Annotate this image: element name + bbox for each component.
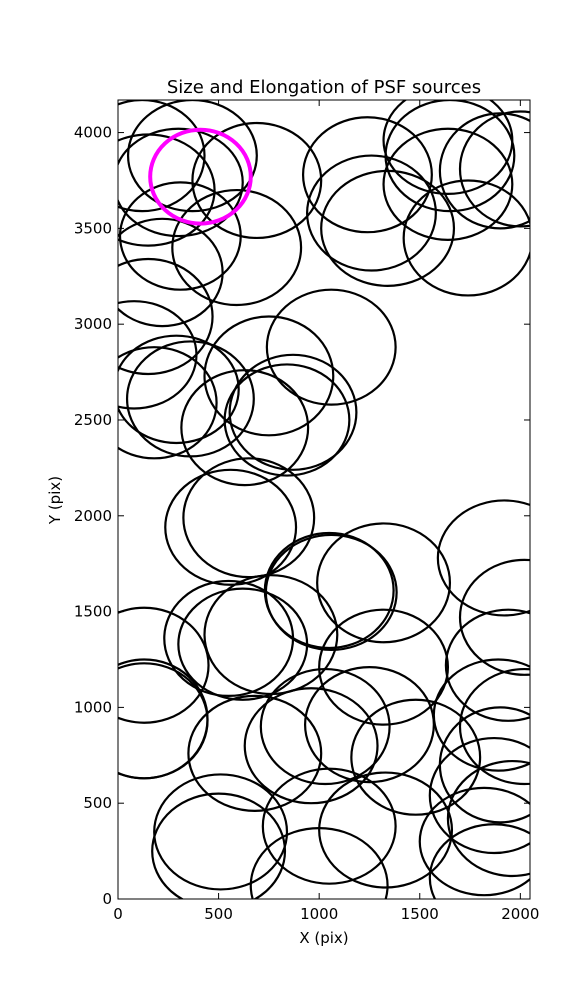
ellipse: [432, 658, 530, 772]
ellipse: [182, 457, 316, 579]
ellipse: [402, 179, 530, 297]
ellipse: [118, 100, 206, 213]
ellipse: [118, 127, 244, 238]
y-tick-label: 2500: [74, 411, 112, 429]
ellipse: [384, 100, 516, 213]
ellipse: [446, 759, 530, 878]
ellipse: [259, 667, 391, 786]
x-tick-label: 500: [204, 905, 233, 923]
ellipse: [187, 694, 323, 812]
x-axis-label: X (pix): [299, 929, 348, 947]
plot-area: [118, 100, 530, 899]
ellipse: [458, 558, 530, 676]
ellipse: [203, 315, 335, 437]
ellipse: [191, 121, 323, 240]
ellipse: [180, 369, 310, 487]
ellipse: [151, 792, 287, 899]
x-tick-label: 0: [113, 905, 123, 923]
ellipse: [171, 188, 303, 307]
ellipse: [444, 608, 530, 722]
ellipse: [436, 499, 530, 617]
ellipse: [458, 110, 530, 228]
ellipse: [265, 288, 397, 406]
ellipse: [318, 608, 450, 726]
y-tick-label: 1500: [74, 603, 112, 621]
ellipse: [306, 154, 437, 272]
ellipse: [301, 116, 433, 234]
ellipse: [243, 687, 379, 805]
ellipse: [148, 127, 253, 226]
chart-title: Size and Elongation of PSF sources: [167, 77, 481, 98]
y-tick-label: 3000: [74, 315, 112, 333]
y-tick-label: 2000: [74, 507, 112, 525]
ellipse: [118, 606, 210, 724]
y-tick-label: 0: [102, 890, 112, 908]
ellipse: [249, 827, 389, 899]
y-tick-label: 4000: [74, 124, 112, 142]
ellipse: [382, 127, 514, 241]
ellipse: [126, 100, 258, 213]
ellipse: [223, 363, 351, 477]
ellipse: [164, 468, 298, 586]
x-tick-label: 1000: [300, 905, 338, 923]
ellipse: [153, 773, 289, 891]
y-axis-label: Y (pix): [46, 476, 64, 525]
ellipse: [118, 334, 240, 445]
ellipse: [118, 300, 198, 410]
y-tick-label: 1000: [74, 698, 112, 716]
ellipse: [438, 112, 530, 230]
ellipse: [418, 786, 530, 897]
ellipse: [118, 346, 218, 460]
ellipse: [118, 217, 224, 328]
y-tick-label: 500: [83, 794, 112, 812]
ellipse: [118, 257, 214, 376]
ellipse: [350, 698, 482, 816]
ellipse: [458, 667, 530, 786]
x-tick-label: 1500: [401, 905, 439, 923]
ellipse: [118, 658, 209, 780]
ellipse: [318, 771, 454, 889]
ellipse: [428, 736, 530, 855]
ellipse: [228, 353, 358, 471]
ellipse: [163, 579, 295, 697]
ellipse: [118, 181, 242, 291]
x-tick-label: 2000: [501, 905, 539, 923]
ellipse: [261, 767, 397, 885]
ellipse: [177, 587, 309, 701]
y-tick-label: 3500: [74, 219, 112, 237]
ellipse: [316, 522, 452, 644]
ellipse: [438, 706, 530, 824]
plot-frame: [117, 99, 531, 900]
ellipse: [428, 823, 530, 899]
